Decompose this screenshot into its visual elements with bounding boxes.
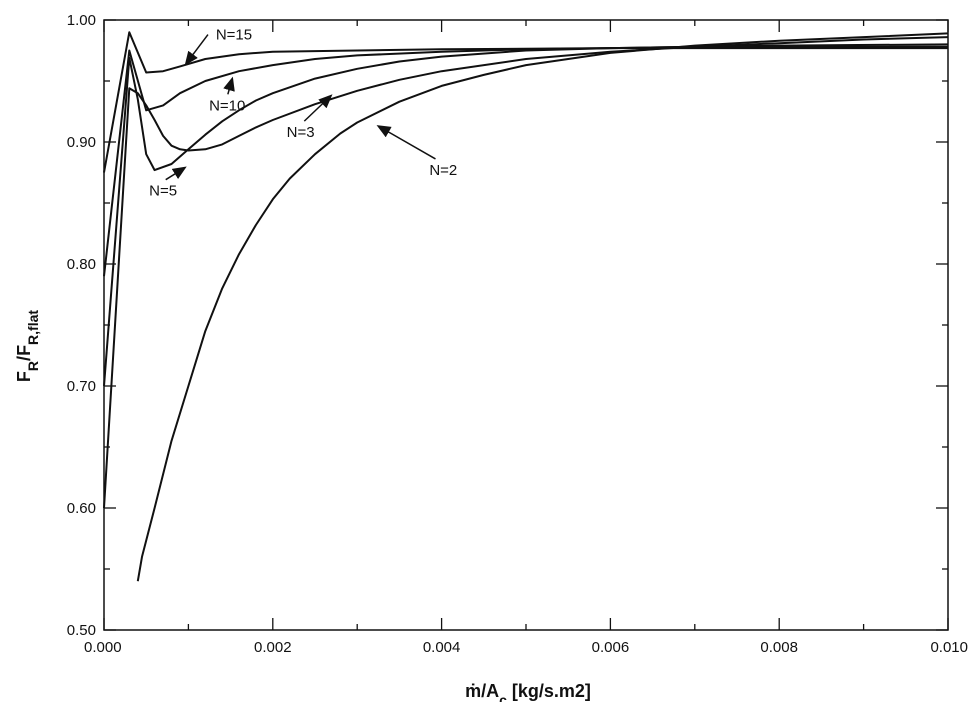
annotation-arrow-n-15 (184, 34, 209, 66)
y-axis: 0.50 0.60 0.70 0.80 0.90 1.00 (67, 12, 948, 639)
series-line-n-2 (136, 32, 949, 582)
x-tick-label: 0.004 (423, 639, 461, 656)
x-axis-title-main: ṁ/A (465, 681, 499, 701)
y-tick-label: 0.60 (67, 500, 96, 517)
y-tick-label: 0.90 (67, 134, 96, 151)
x-axis: 0.000 0.002 0.004 0.006 0.008 0.010 (84, 20, 968, 656)
annotation-label-n-5: N=5 (149, 183, 177, 200)
y-tick-label: 1.00 (67, 12, 96, 29)
x-axis-title-units: [kg/s.m2] (507, 681, 591, 701)
x-axis-title: ṁ/Ac [kg/s.m2] (465, 681, 591, 702)
y-axis-title-main: F (14, 371, 34, 382)
annotation-label-n-10: N=10 (209, 97, 245, 114)
series-line-n-5 (103, 43, 949, 387)
annotation-label-n-3: N=3 (287, 124, 315, 141)
series-annotations: N=15 N=10 N=5 N=3 N=2 (149, 27, 457, 200)
y-axis-title-subscript-2: R,flat (25, 310, 41, 345)
x-tick-label: 0.006 (592, 639, 630, 656)
x-tick-label: 0.008 (760, 639, 798, 656)
annotation-label-n-15: N=15 (216, 27, 252, 44)
series-lines (103, 31, 949, 582)
annotation-arrow-n-2 (376, 125, 436, 160)
annotation-arrow-n-5 (165, 166, 187, 181)
y-tick-label: 0.70 (67, 378, 96, 395)
series-line-n-10 (103, 45, 948, 277)
x-axis-title-subscript: c (499, 692, 507, 702)
x-tick-label: 0.002 (254, 639, 292, 656)
y-tick-label: 0.80 (67, 256, 96, 273)
y-axis-title-mid: /F (14, 345, 34, 361)
y-tick-label: 0.50 (67, 622, 96, 639)
annotation-arrow-n-10 (223, 76, 235, 95)
y-axis-title-subscript-1: R (25, 361, 41, 371)
annotation-arrow-n-3 (303, 94, 333, 122)
y-axis-title: FR/FR,flat (14, 310, 41, 382)
x-tick-label: 0.000 (84, 639, 122, 656)
x-tick-label: 0.010 (930, 639, 968, 656)
annotation-label-n-2: N=2 (429, 162, 457, 179)
